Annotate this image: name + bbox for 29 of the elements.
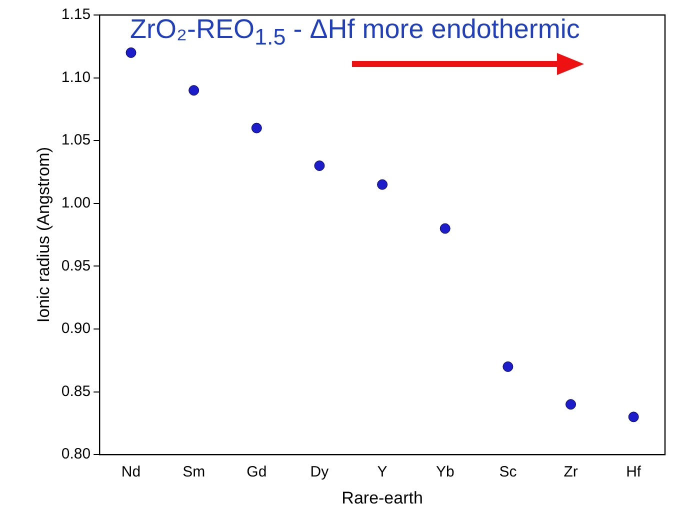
x-tick-label: Hf bbox=[626, 464, 642, 481]
x-axis-title: Rare-earth bbox=[342, 488, 423, 508]
y-tick-label: 0.90 bbox=[61, 320, 91, 338]
x-tick-label: Y bbox=[377, 464, 388, 481]
x-tick-label: Zr bbox=[564, 464, 578, 481]
point bbox=[566, 399, 576, 410]
point bbox=[628, 412, 639, 422]
y-tick-label: 1.00 bbox=[61, 194, 91, 212]
point bbox=[251, 122, 262, 134]
x-tick-label: Sc bbox=[499, 464, 518, 481]
point bbox=[377, 179, 388, 190]
y-tick-label: 0.80 bbox=[61, 446, 91, 463]
x-tick-label: Dy bbox=[310, 464, 330, 481]
point bbox=[188, 85, 200, 96]
point bbox=[126, 47, 136, 58]
chart-title: ZrO₂-REO$_{1.5}$ - ΔHf more endothermic bbox=[130, 14, 580, 50]
point bbox=[314, 160, 325, 171]
point bbox=[502, 361, 514, 372]
x-tick-label: Gd bbox=[246, 464, 267, 481]
y-axis-title: Ionic radius (Angstrom) bbox=[34, 146, 53, 323]
y-tick-label: 0.95 bbox=[61, 257, 91, 274]
x-tick-label: Yb bbox=[436, 464, 454, 481]
y-tick-label: 1.10 bbox=[61, 68, 91, 86]
point bbox=[440, 223, 450, 234]
x-tick-label: Sm bbox=[182, 464, 206, 481]
y-tick-label: 1.15 bbox=[61, 6, 91, 24]
y-tick-label: 1.05 bbox=[61, 132, 91, 149]
y-tick-label: 0.85 bbox=[61, 382, 91, 400]
x-tick-label: Nd bbox=[121, 464, 141, 481]
